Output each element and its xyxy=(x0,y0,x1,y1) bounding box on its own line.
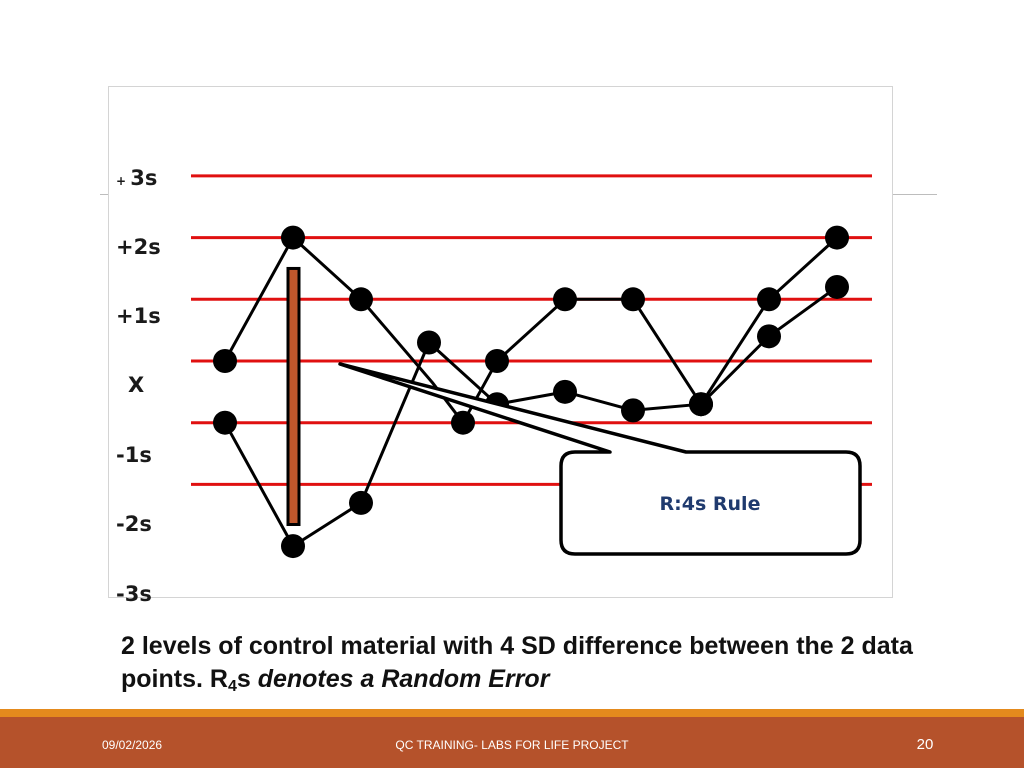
series-1-point-5 xyxy=(553,379,577,404)
series-0-point-7 xyxy=(621,287,645,312)
y-label-2: +1s xyxy=(116,304,161,328)
series-0-line xyxy=(223,236,839,425)
y-label-text: +2s xyxy=(116,235,161,259)
footer-stripe xyxy=(0,709,1024,717)
callout: R:4s Rule xyxy=(338,362,862,556)
callout-bubble xyxy=(338,362,862,556)
series-0-point-4 xyxy=(451,410,475,435)
series-1-point-0 xyxy=(213,410,237,435)
series-0-point-9 xyxy=(757,287,781,312)
series-0-point-10 xyxy=(825,225,849,250)
y-label-text: 3s xyxy=(130,166,157,190)
page-number: 20 xyxy=(916,736,934,753)
y-label-6: -3s xyxy=(116,582,152,606)
caption-italic: denotes a Random Error xyxy=(257,665,550,693)
caption-text: 2 levels of control material with 4 SD d… xyxy=(121,632,913,693)
y-label-1: +2s xyxy=(116,235,161,259)
y-label-text: -3s xyxy=(116,582,152,606)
series-0-point-0 xyxy=(213,349,237,373)
series-0-point-1 xyxy=(281,225,305,250)
slide-footer: 09/02/2026 QC TRAINING- LABS FOR LIFE PR… xyxy=(0,717,1024,768)
highlight-bar-layer xyxy=(286,266,301,527)
series-1-point-9 xyxy=(825,274,849,299)
y-label-text: X xyxy=(128,373,144,397)
series-0-point-2 xyxy=(349,287,373,312)
y-label-text: +1s xyxy=(116,304,161,328)
y-label-prefix: + xyxy=(116,174,130,188)
series-0-point-5 xyxy=(485,349,509,373)
y-label-5: -2s xyxy=(116,512,152,536)
footer-title: QC TRAINING- LABS FOR LIFE PROJECT xyxy=(395,738,629,752)
footer-date: 09/02/2026 xyxy=(102,738,163,752)
series-0-point-6 xyxy=(553,287,577,312)
series-1-point-6 xyxy=(621,398,645,423)
caption-text-2: s xyxy=(236,665,258,693)
y-axis-labels: + 3s +2s +1s X -1s -2s -3s xyxy=(116,166,161,606)
y-label-text: -2s xyxy=(116,512,152,536)
y-label-3: X xyxy=(128,373,144,397)
series-1-point-3 xyxy=(417,330,441,355)
slide-caption: 2 levels of control material with 4 SD d… xyxy=(121,630,981,696)
y-label-4: -1s xyxy=(116,443,152,467)
series-1-line xyxy=(223,285,838,548)
series-1-point-2 xyxy=(349,490,373,515)
y-label-0: + 3s xyxy=(116,166,157,190)
series-1-point-8 xyxy=(757,324,781,349)
callout-label: R:4s Rule xyxy=(660,493,761,515)
r4s-highlight-bar xyxy=(286,266,301,527)
caption-subscript: 4 xyxy=(227,678,237,695)
series-1-point-7 xyxy=(689,392,713,417)
y-label-text: -1s xyxy=(116,443,152,467)
series-1-point-1 xyxy=(281,534,305,559)
